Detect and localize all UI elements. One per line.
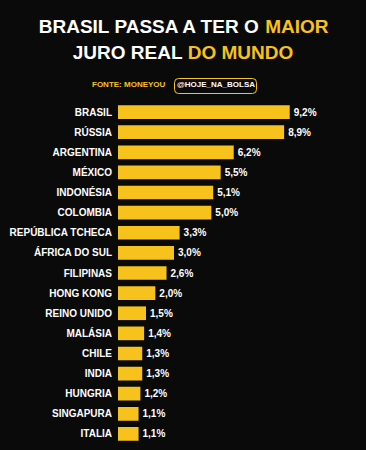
svg-text:5,1%: 5,1% xyxy=(217,187,240,198)
svg-text:2,0%: 2,0% xyxy=(159,288,182,299)
svg-text:HONG KONG: HONG KONG xyxy=(49,288,112,299)
svg-text:5,0%: 5,0% xyxy=(215,207,238,218)
svg-text:SINGAPURA: SINGAPURA xyxy=(52,408,112,419)
svg-text:INDONÉSIA: INDONÉSIA xyxy=(56,186,112,198)
svg-text:MÉXICO: MÉXICO xyxy=(73,166,113,178)
svg-text:@HOJE_NA_BOLSA: @HOJE_NA_BOLSA xyxy=(177,80,255,89)
svg-text:1,3%: 1,3% xyxy=(146,368,169,379)
svg-text:3,3%: 3,3% xyxy=(184,227,207,238)
svg-text:BRASIL: BRASIL xyxy=(75,107,112,118)
svg-text:1,1%: 1,1% xyxy=(143,408,166,419)
svg-text:1,2%: 1,2% xyxy=(144,388,167,399)
svg-text:3,0%: 3,0% xyxy=(178,247,201,258)
svg-text:1,4%: 1,4% xyxy=(148,328,171,339)
svg-text:JURO REAL: JURO REAL xyxy=(73,42,183,63)
svg-text:COLOMBIA: COLOMBIA xyxy=(58,207,112,218)
svg-text:MAIOR: MAIOR xyxy=(265,16,329,37)
svg-text:ÁFRICA DO SUL: ÁFRICA DO SUL xyxy=(34,246,112,258)
svg-text:INDIA: INDIA xyxy=(85,368,112,379)
svg-text:RÚSSIA: RÚSSIA xyxy=(74,126,112,138)
svg-text:8,9%: 8,9% xyxy=(288,127,311,138)
svg-text:HUNGRIA: HUNGRIA xyxy=(65,388,112,399)
svg-text:CHILE: CHILE xyxy=(82,348,112,359)
svg-text:ITALIA: ITALIA xyxy=(81,428,112,439)
svg-text:FONTE: MONEYOU: FONTE: MONEYOU xyxy=(92,80,166,89)
svg-text:6,2%: 6,2% xyxy=(238,147,261,158)
svg-text:DO MUNDO: DO MUNDO xyxy=(188,42,294,63)
svg-text:BRASIL PASSA A TER O: BRASIL PASSA A TER O xyxy=(39,16,259,37)
svg-text:1,1%: 1,1% xyxy=(143,428,166,439)
svg-text:1,5%: 1,5% xyxy=(150,308,173,319)
svg-text:FILIPINAS: FILIPINAS xyxy=(64,268,113,279)
svg-text:5,5%: 5,5% xyxy=(225,167,248,178)
svg-text:REINO UNIDO: REINO UNIDO xyxy=(45,308,112,319)
svg-text:9,2%: 9,2% xyxy=(294,107,317,118)
svg-text:ARGENTINA: ARGENTINA xyxy=(53,147,112,158)
svg-text:2,6%: 2,6% xyxy=(171,268,194,279)
svg-text:1,3%: 1,3% xyxy=(146,348,169,359)
svg-text:REPÚBLICA TCHECA: REPÚBLICA TCHECA xyxy=(10,226,112,238)
svg-text:MALÁSIA: MALÁSIA xyxy=(66,327,112,339)
